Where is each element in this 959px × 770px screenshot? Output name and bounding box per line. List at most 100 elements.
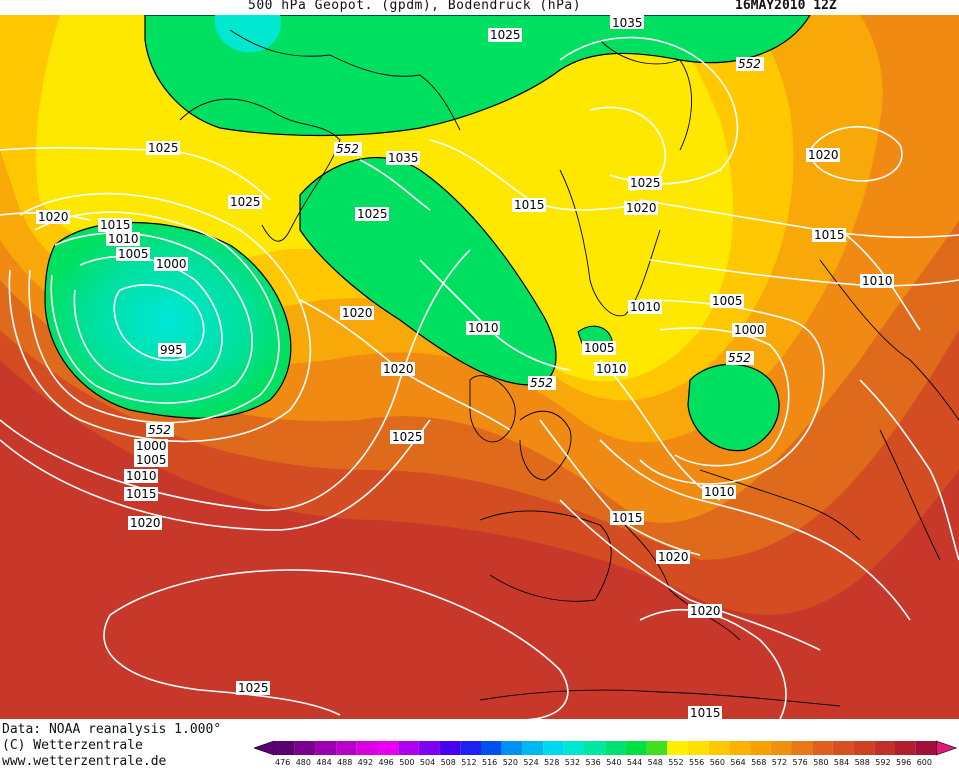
label-552-c: 552: [146, 423, 174, 437]
isobars: [0, 36, 959, 719]
label-552-e: 552: [726, 351, 754, 365]
isobar-label: 1025: [490, 28, 521, 42]
colorbar-tick-label: 520: [502, 758, 518, 767]
label-1010-c: 1010: [466, 321, 500, 335]
label-1005-c: 1005: [582, 341, 616, 355]
label-552-b: 552: [334, 142, 362, 156]
colorbar-tick-label: 580: [813, 758, 829, 767]
colorbar-swatch: [315, 741, 337, 755]
colorbar-swatch: [418, 741, 440, 755]
isobar-label: 1015: [612, 511, 643, 525]
label-1020-g: 1020: [656, 550, 690, 564]
label-1010-a: 1010: [106, 232, 140, 246]
isobar-label: 1025: [630, 176, 661, 190]
colorbar-tick-label: 568: [751, 758, 767, 767]
colorbar-tick-label: 512: [461, 758, 477, 767]
colorbar-tick-label: 500: [399, 758, 415, 767]
isobar-label: 1010: [108, 232, 139, 246]
colorbar-swatch: [481, 741, 502, 755]
colorbar-tick-label: 544: [626, 758, 643, 767]
label-1025-b: 1025: [146, 141, 180, 155]
geopotential-label: 552: [738, 57, 761, 71]
label-1025-a: 1025: [488, 28, 522, 42]
colorbar-swatch: [688, 741, 709, 755]
label-1015-d: 1015: [124, 487, 158, 501]
colorbar-swatch: [522, 741, 544, 755]
label-1010-g: 1010: [594, 362, 628, 376]
label-552-a: 552: [736, 57, 764, 71]
isobar-label: 1025: [238, 681, 269, 695]
colorbar-tick-label: 584: [833, 758, 850, 767]
colorbar-tick-label: 504: [419, 758, 436, 767]
isobar-label: 1015: [126, 487, 157, 501]
isobar-label: 1015: [690, 706, 721, 719]
colorbar: [254, 740, 958, 756]
colorbar-swatch: [915, 741, 937, 755]
colorbar-tick-label: 548: [647, 758, 663, 767]
isobar-label: 1020: [38, 210, 69, 224]
colorbar-swatch: [501, 741, 523, 755]
colorbar-tick-label: 588: [854, 758, 870, 767]
date-text: 16MAY2010 12Z: [735, 0, 837, 13]
isobar-label: 1035: [388, 151, 419, 165]
label-1015-b: 1015: [512, 198, 546, 212]
label-1010-e: 1010: [702, 485, 736, 499]
isobar-label: 1010: [468, 321, 499, 335]
isobar-labels: 1025 1025 1035 1025 1020 1025 1020 1015 …: [36, 15, 894, 719]
label-1025-f: 1025: [390, 430, 424, 444]
colorbar-tick-label: 484: [316, 758, 332, 767]
colorbar-swatch: [336, 741, 357, 755]
colorbar-tick-label: 476: [275, 758, 291, 767]
label-1020-h: 1020: [688, 604, 722, 618]
colorbar-swatch: [294, 741, 316, 755]
isobar-label: 1025: [148, 141, 179, 155]
label-1000-c: 1000: [134, 439, 168, 453]
colorbar-tick-label: 536: [585, 758, 601, 767]
colorbar-swatch: [563, 741, 585, 755]
colorbar-tick-label: 508: [440, 758, 456, 767]
label-1015-a: 1015: [98, 218, 132, 232]
label-1020-a: 1020: [36, 210, 70, 224]
colorbar-swatch: [750, 741, 771, 755]
colorbar-arrow-right: [936, 740, 958, 756]
label-552-d: 552: [528, 376, 556, 390]
geopotential-label: 552: [728, 351, 751, 365]
isobar-label: 995: [160, 343, 183, 357]
colorbar-swatch: [543, 741, 564, 755]
colorbar-swatch: [667, 741, 688, 755]
label-1020-d: 1020: [624, 201, 658, 215]
title-text: 500 hPa Geopot. (gpdm), Bodendruck (hPa): [248, 0, 582, 13]
isobar-label: 1010: [126, 469, 157, 483]
label-1025-d: 1025: [355, 207, 389, 221]
label-1020-b: 1020: [806, 148, 840, 162]
isobar-label: 1020: [658, 550, 689, 564]
isobar-label: 1005: [118, 247, 149, 261]
isobar-label: 1025: [357, 207, 388, 221]
isobar-label: 1010: [630, 300, 661, 314]
label-1010-d: 1010: [124, 469, 158, 483]
colorbar-swatch: [853, 741, 875, 755]
footer-data-source: Data: NOAA reanalysis 1.000°: [2, 722, 222, 737]
colorbar-swatch: [584, 741, 606, 755]
colorbar-swatch: [708, 741, 730, 755]
isobar-label: 1035: [612, 16, 643, 30]
colorbar-tick-label: 564: [730, 758, 746, 767]
label-1025-e: 1025: [628, 176, 662, 190]
isobar-label: 1000: [136, 439, 167, 453]
colorbar-swatch: [377, 741, 399, 755]
low-atlantic: [44, 221, 292, 419]
label-995: 995: [158, 343, 186, 357]
colorbar-tick-label: 480: [295, 758, 311, 767]
colorbar-tick-label: 552: [668, 758, 684, 767]
label-1035-b: 1035: [610, 15, 644, 30]
isobar-label: 1015: [514, 198, 545, 212]
colorbar-swatch: [729, 741, 751, 755]
colorbar-swatch: [356, 741, 378, 755]
colorbar-swatch: [895, 741, 916, 755]
label-1000-b: 1000: [732, 323, 766, 337]
colorbar-swatch: [460, 741, 481, 755]
isobar-label: 1020: [626, 201, 657, 215]
label-1005-d: 1005: [134, 453, 168, 467]
isobar-label: 1010: [596, 362, 627, 376]
isobar-label: 1025: [230, 195, 261, 209]
